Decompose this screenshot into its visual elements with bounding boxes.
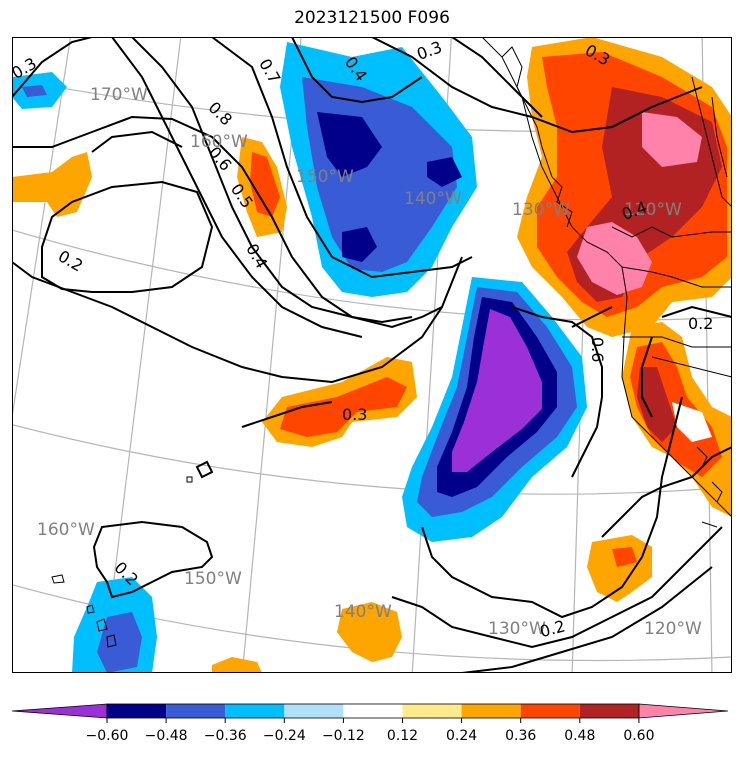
negative-anomaly-gulf-of-alaska [280, 42, 477, 297]
map-title: 2023121500 F096 [294, 8, 450, 28]
colorbar-boxes [12, 703, 729, 719]
islands [51, 476, 193, 648]
colorbar-tick-label: 0.12 [387, 728, 418, 744]
lon-label-150w-top: 150°W [296, 167, 354, 187]
positive-anomaly-central-pacific [12, 137, 732, 673]
lon-label-160w-top: 160°W [190, 132, 248, 152]
colorbar-tick-label: −0.24 [263, 728, 306, 744]
colorbar-box [461, 704, 521, 718]
lon-label-120w-top: 120°W [624, 200, 682, 220]
colorbar-box [343, 704, 403, 718]
colorbar-tick-label: −0.48 [145, 728, 188, 744]
lon-label-140w-top: 140°W [404, 189, 462, 209]
lon-label-150w-bottom: 150°W [184, 569, 242, 589]
colorbar-extend-max [638, 703, 729, 719]
colorbar-box [225, 704, 285, 718]
colorbar-box [520, 704, 580, 718]
contour-label: 0.3 [342, 405, 367, 424]
colorbar-box [107, 704, 167, 718]
colorbar-box [166, 704, 226, 718]
colorbar-tick-label: −0.12 [322, 728, 365, 744]
contour-label: 0.6 [588, 337, 607, 362]
map-frame [12, 37, 732, 673]
lon-label-170w-top: 170°W [90, 85, 148, 105]
lon-label-120w-bottom: 120°W [644, 619, 702, 639]
colorbar-box [579, 704, 639, 718]
lon-label-130w-top: 130°W [512, 200, 570, 220]
contour-lines [12, 37, 732, 673]
colorbar-box [402, 704, 462, 718]
negative-anomaly-central-pacific [402, 277, 587, 542]
lon-label-160w-bottom: 160°W [37, 520, 95, 540]
longitude-labels: 170°W 160°W 150°W 140°W 130°W 120°W 160°… [37, 85, 702, 639]
colorbar-tick-label: 0.36 [505, 728, 536, 744]
colorbar-tick-label: 0.24 [446, 728, 477, 744]
lon-label-140w-bottom: 140°W [334, 602, 392, 622]
colorbar-tick-label: −0.36 [204, 728, 247, 744]
colorbar-tick-label: −0.60 [86, 728, 129, 744]
colorbar-tick-label: 0.60 [623, 728, 654, 744]
lon-label-130w-bottom: 130°W [488, 619, 546, 639]
contour-label: 0.2 [688, 314, 713, 333]
map-panel: 170°W 160°W 150°W 140°W 130°W 120°W 160°… [12, 37, 732, 673]
colorbar-ticks: −0.60 −0.48 −0.36 −0.24 −0.12 0.12 0.24 0.36 0.4… [86, 718, 654, 744]
colorbar-tick-label: 0.48 [564, 728, 595, 744]
colorbar-box [284, 704, 344, 718]
colorbar-outline [106, 703, 640, 719]
positive-anomaly-western-canada [517, 37, 732, 337]
colorbar: −0.60 −0.48 −0.36 −0.24 −0.12 0.12 0.24 0.36 0.4… [12, 703, 729, 744]
colorbar-extend-min [12, 703, 108, 719]
